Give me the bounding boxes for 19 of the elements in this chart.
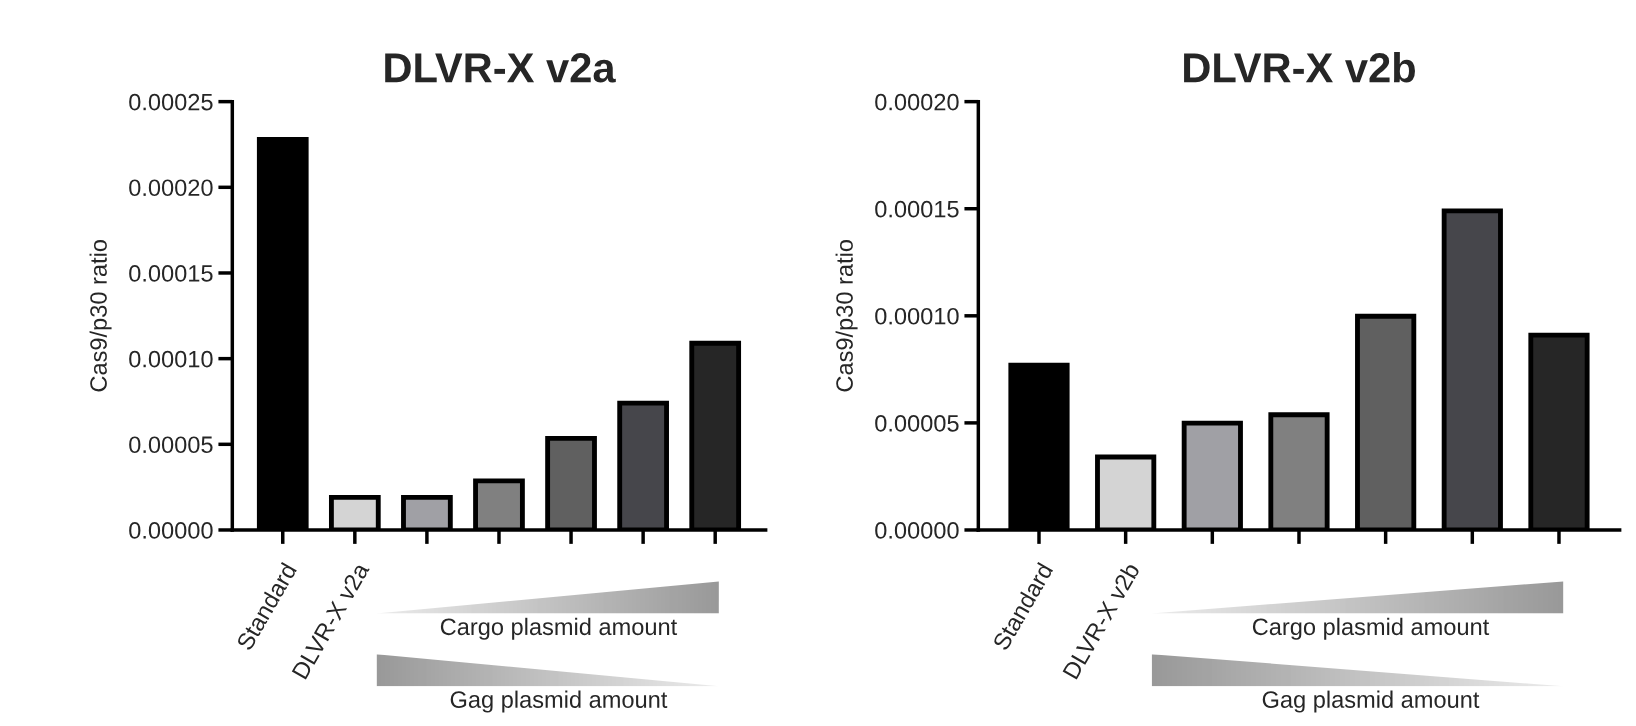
text: Cargo plasmid amount: [440, 617, 678, 640]
chart-title: DLVR-X v2a: [385, 53, 616, 83]
y-tick-label: 0.00015: [129, 265, 213, 282]
y-axis-title: Cas9/p30 ratio: [835, 240, 858, 392]
y-tick-label: 0.00000: [875, 522, 959, 539]
y-tick-label: 0.00010: [875, 307, 959, 325]
y-tick-label: 0.00000: [129, 522, 213, 539]
text: Cargo plasmid amount: [1252, 617, 1490, 640]
y-axis-title: Cas9/p30 ratio: [89, 240, 112, 392]
y-tick-label: 0.00025: [129, 93, 213, 111]
text: Gag plasmid amount: [1262, 690, 1480, 713]
text: Gag plasmid amount: [450, 690, 668, 713]
y-tick-label: 0.00020: [875, 93, 959, 111]
chart-title: DLVR-X v2b: [1184, 52, 1415, 83]
y-tick-label: 0.00010: [129, 350, 213, 368]
y-tick-label: 0.00015: [875, 200, 959, 218]
y-tick-label: 0.00020: [129, 179, 213, 197]
y-tick-label: 0.00005: [129, 436, 213, 454]
y-tick-label: 0.00005: [875, 414, 959, 432]
